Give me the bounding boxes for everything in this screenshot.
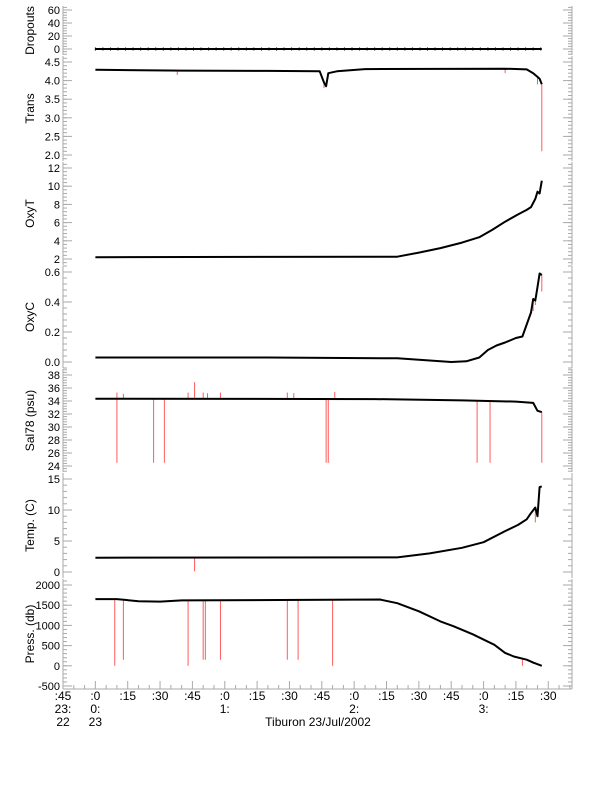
y-tick-label: 30: [48, 422, 60, 434]
y-tick-label: 2000: [36, 580, 60, 592]
x-tick-label: :0: [349, 689, 359, 703]
panel-temp-c: 0 5 10 15 Temp. (C): [23, 473, 573, 579]
y-tick-label: 0.2: [45, 327, 60, 339]
y-axis-label: OxyC: [23, 302, 37, 332]
y-axis-label: Dropouts: [23, 6, 37, 55]
y-tick-label: 15: [48, 474, 60, 486]
x-day-label: 23: [89, 715, 103, 729]
x-tick-label: :30: [281, 689, 298, 703]
x-tick-label: :30: [540, 689, 557, 703]
y-tick-label: 1000: [36, 620, 60, 632]
panel-press-db: -500 0 500 1000 1500 2000 Press. (db): [23, 579, 573, 693]
x-tick-label: :0: [479, 689, 489, 703]
y-tick-label: 60: [48, 5, 60, 17]
data-line: [95, 67, 543, 88]
y-tick-label: 0.6: [45, 267, 60, 279]
y-tick-label: 4.0: [45, 76, 60, 88]
y-tick-label: 4: [54, 236, 60, 248]
y-axis-label: Trans: [23, 93, 37, 123]
y-tick-label: 0: [54, 661, 60, 673]
x-tick-label: :15: [119, 689, 136, 703]
x-tick-label: :30: [411, 689, 428, 703]
x-tick-label: :0: [220, 689, 230, 703]
y-tick-label: 10: [48, 505, 60, 517]
x-tick-label: :15: [508, 689, 525, 703]
y-tick-label: 12: [48, 163, 60, 175]
y-axis-label: OxyT: [23, 199, 37, 228]
panel-oxyt: 2 4 6 8 10 12 OxyT: [23, 162, 573, 266]
y-tick-label: 3.5: [45, 94, 60, 106]
y-tick-label: -500: [38, 681, 60, 693]
y-tick-label: 38: [48, 370, 60, 382]
y-tick-label: 34: [48, 396, 60, 408]
x-tick-label: :45: [443, 689, 460, 703]
y-tick-label: 10: [48, 181, 60, 193]
x-axis: :45 :0 :15 :30 :45 :0 :15 :30 :45 :0 :15 :30 :45 :0 :1…: [55, 681, 572, 729]
data-line: [95, 598, 543, 667]
y-tick-label: 6: [54, 218, 60, 230]
panel-trans: 2.0 2.5 3.0 3.5 4.0 4.5 Trans: [23, 56, 573, 162]
x-tick-label: :45: [313, 689, 330, 703]
x-tick-label: :45: [55, 689, 72, 703]
y-tick-label: 1500: [36, 600, 60, 612]
x-hour-label: 1:: [220, 702, 230, 716]
data-line: [95, 485, 543, 559]
y-axis-label: Temp. (C): [23, 499, 37, 552]
x-axis-title: Tiburon 23/Jul/2002: [265, 715, 371, 729]
x-hour-label: 3:: [479, 702, 489, 716]
y-tick-label: 4.5: [45, 57, 60, 69]
y-tick-label: 24: [48, 461, 60, 473]
y-tick-label: 3.0: [45, 113, 60, 125]
data-line: [95, 397, 543, 414]
y-tick-label: 28: [48, 435, 60, 447]
y-tick-label: 2.0: [45, 150, 60, 162]
y-tick-label: 2.5: [45, 131, 60, 143]
y-tick-label: 0: [54, 44, 60, 56]
y-tick-label: 0: [54, 567, 60, 579]
y-tick-label: 5: [54, 536, 60, 548]
y-tick-label: 8: [54, 199, 60, 211]
x-hour-label: 23:: [55, 702, 72, 716]
plot-panels: 0204060Dropouts2.02.53.03.54.04.5Trans24…: [23, 5, 573, 693]
y-tick-label: 500: [42, 641, 60, 653]
y-tick-label: 36: [48, 383, 60, 395]
y-axis-label: Sal78 (psu): [23, 390, 37, 451]
x-tick-label: :30: [152, 689, 169, 703]
x-tick-label: :0: [90, 689, 100, 703]
y-tick-label: 40: [48, 18, 60, 30]
y-tick-label: 32: [48, 409, 60, 421]
x-tick-label: :15: [378, 689, 395, 703]
y-tick-label: 26: [48, 448, 60, 460]
x-hour-label: 0:: [90, 702, 100, 716]
y-tick-label: 0.0: [45, 357, 60, 369]
x-day-label: 22: [56, 715, 70, 729]
panel-oxyc: 0.0 0.2 0.4 0.6 OxyC: [23, 265, 573, 369]
x-tick-label: :45: [184, 689, 201, 703]
data-line: [95, 272, 543, 363]
x-hour-label: 2:: [349, 702, 359, 716]
y-tick-label: 20: [48, 31, 60, 43]
y-tick-label: 2: [54, 254, 60, 266]
data-line: [95, 180, 543, 259]
x-tick-label: :15: [249, 689, 266, 703]
y-axis-label: Press. (db): [23, 605, 37, 664]
y-tick-label: 0.4: [45, 297, 60, 309]
